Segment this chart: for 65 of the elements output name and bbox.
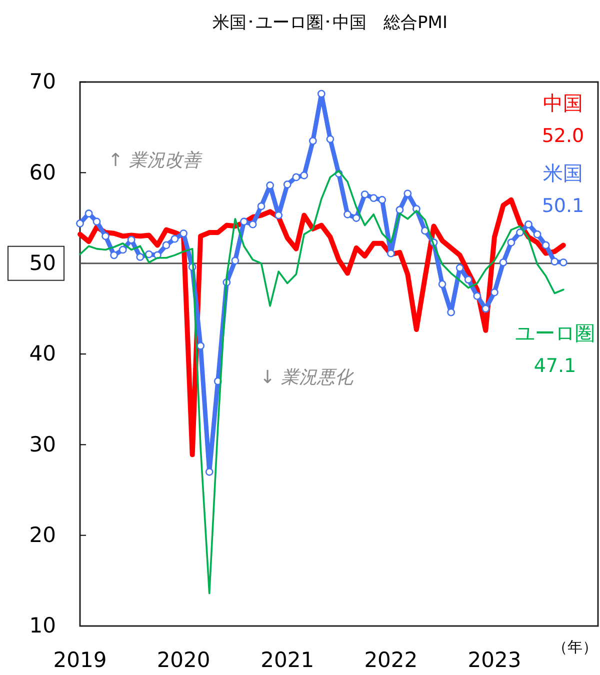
point	[292, 173, 300, 182]
point	[524, 220, 532, 228]
point	[326, 135, 334, 144]
point	[240, 218, 248, 226]
annotation: 52.0	[542, 125, 584, 147]
series-label: 米国	[543, 161, 583, 185]
y-tick-label: 10	[29, 614, 56, 638]
point	[84, 210, 93, 218]
point	[170, 234, 179, 243]
annotation: 47.1	[534, 355, 576, 377]
point	[136, 253, 144, 261]
point	[499, 258, 508, 266]
chart-title: 米国･ユーロ圏･中国 総合PMI	[212, 13, 448, 33]
point	[76, 219, 84, 228]
point	[559, 258, 568, 266]
point	[507, 238, 516, 246]
point	[102, 232, 110, 240]
x-axis-title: （年）	[552, 638, 598, 656]
point	[490, 288, 498, 296]
x-tick-label: 2022	[364, 648, 418, 672]
y-tick-label: 60	[29, 160, 56, 184]
annotation: ↓ 業況悪化	[260, 367, 354, 388]
x-tick-label: 2019	[53, 648, 107, 672]
point	[162, 241, 170, 250]
point	[516, 228, 524, 236]
y-tick-label: 70	[29, 70, 56, 94]
annotation: ↑ 業況改善	[108, 150, 203, 171]
point	[542, 241, 550, 250]
point	[257, 202, 266, 210]
point	[473, 292, 482, 300]
point	[464, 276, 472, 284]
point	[110, 251, 118, 260]
point	[352, 214, 360, 222]
point	[533, 230, 542, 238]
y-tick-label: 20	[29, 523, 56, 548]
point	[550, 258, 559, 266]
point	[180, 229, 188, 238]
point	[344, 210, 352, 218]
x-tick-label: 2020	[156, 648, 210, 672]
text: 中国	[543, 91, 583, 115]
point	[248, 220, 257, 228]
point	[205, 468, 214, 476]
point	[438, 280, 446, 288]
point	[396, 206, 404, 214]
series-label: ユーロ圏	[515, 321, 595, 345]
point	[421, 226, 429, 235]
point	[144, 250, 153, 258]
point	[92, 218, 101, 226]
y-tick-label: 40	[29, 342, 56, 366]
y-tick-label: 50	[29, 251, 56, 276]
x-tick-label: 2023	[468, 648, 522, 672]
y-tick-label: 30	[29, 432, 56, 456]
point	[360, 190, 369, 198]
point	[404, 190, 412, 198]
point	[196, 342, 205, 350]
point	[308, 136, 317, 145]
point	[378, 196, 386, 204]
point	[300, 171, 308, 180]
point	[231, 256, 240, 265]
annotation: 50.1	[542, 195, 584, 217]
x-tick-label: 2021	[260, 648, 314, 672]
point	[118, 246, 127, 254]
point	[283, 180, 292, 188]
point	[317, 90, 326, 98]
point	[370, 194, 378, 202]
